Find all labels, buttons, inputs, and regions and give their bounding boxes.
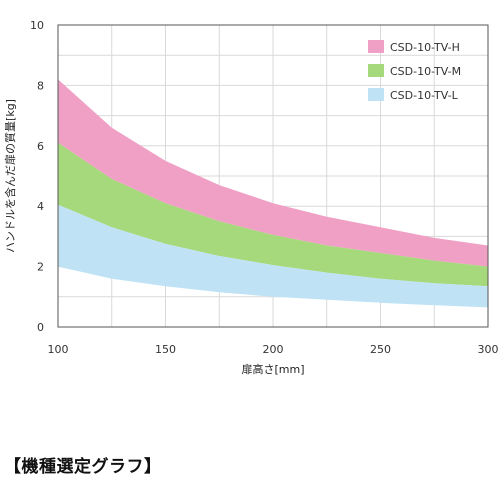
legend-entry: CSD-10-TV-M: [390, 65, 461, 78]
x-tick-label: 300: [478, 343, 499, 356]
legend-entry: CSD-10-TV-L: [390, 89, 459, 102]
y-tick-label: 6: [37, 140, 44, 153]
y-axis-label: ハンドルを含んだ扉の質量[kg]: [3, 99, 17, 253]
graph-caption: 【機種選定グラフ】: [4, 457, 162, 477]
x-axis-label: 扉高さ[mm]: [241, 362, 304, 376]
series-bands: [58, 79, 488, 308]
y-tick-label: 8: [37, 79, 44, 92]
band-csd-10-tv-l: [58, 204, 488, 308]
band-csd-10-tv-m: [58, 142, 488, 287]
legend-swatch: [368, 64, 384, 77]
band-csd-10-tv-h: [58, 79, 488, 267]
legend-entry: CSD-10-TV-H: [390, 41, 460, 54]
legend: CSD-10-TV-H CSD-10-TV-M CSD-10-TV-L: [368, 40, 461, 102]
y-tick-label: 2: [37, 261, 44, 274]
x-tick-label: 250: [370, 343, 391, 356]
x-tick-label: 150: [155, 343, 176, 356]
x-tick-label: 100: [48, 343, 69, 356]
y-tick-label: 10: [30, 19, 44, 32]
x-tick-labels: 100 150 200 250 300: [48, 343, 499, 356]
y-tick-label: 0: [37, 321, 44, 334]
legend-swatch: [368, 88, 384, 101]
y-tick-labels: 0 2 4 6 8 10: [30, 19, 44, 334]
y-tick-label: 4: [37, 200, 44, 213]
x-tick-label: 200: [263, 343, 284, 356]
legend-swatch: [368, 40, 384, 53]
plot-border: [57, 24, 489, 328]
